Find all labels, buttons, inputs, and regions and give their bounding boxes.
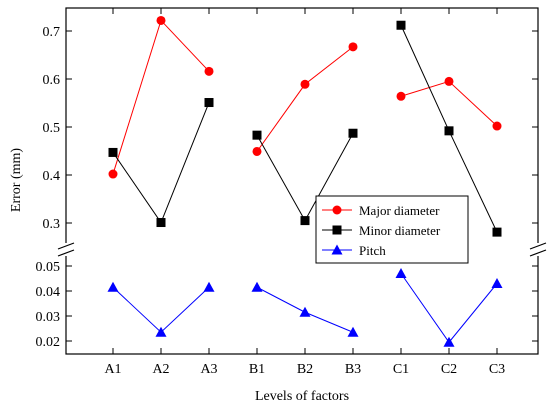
data-point-major-diameter [108, 169, 118, 179]
x-tick-label: B1 [249, 362, 265, 377]
x-tick-label: C2 [441, 362, 457, 377]
x-tick-label: A1 [104, 362, 121, 377]
series-layer [107, 15, 503, 347]
data-point-major-diameter [492, 121, 502, 131]
data-point-pitch [347, 326, 359, 337]
x-tick-label: C3 [489, 362, 505, 377]
y-tick-label: 0.6 [43, 73, 61, 88]
series-line-major-diameter [400, 80, 498, 127]
y-tick-label: 0.02 [36, 335, 61, 350]
series-line-major-diameter [112, 19, 210, 175]
data-point-major-diameter [204, 66, 214, 76]
x-tick-label: A3 [200, 362, 217, 377]
ticks-layer: 0.3 0.4 0.5 0.6 0.7 0.02 0.03 0.04 0.05 A1 A2 A3 B1 B… [36, 8, 538, 377]
y-axis-title: Error (mm) [9, 148, 24, 212]
series-pitch [107, 268, 503, 347]
legend-marker-square [332, 225, 342, 235]
series-line-minor-diameter [112, 102, 210, 224]
data-point-minor-diameter [204, 98, 214, 108]
legend-marker-triangle [331, 244, 343, 255]
data-point-minor-diameter [396, 20, 406, 30]
data-point-minor-diameter [156, 218, 166, 228]
data-point-minor-diameter [300, 216, 310, 226]
data-point-pitch [251, 281, 263, 292]
y-tick-label: 0.7 [43, 25, 61, 40]
series-line-major-diameter [256, 46, 354, 152]
data-point-major-diameter [444, 76, 454, 86]
x-tick-label: C1 [393, 362, 409, 377]
y-tick-label: 0.05 [36, 260, 61, 275]
y-tick-label: 0.5 [43, 121, 61, 136]
data-point-pitch [443, 336, 455, 347]
y-tick-label: 0.3 [43, 217, 61, 232]
legend-label-major-diameter: Major diameter [359, 203, 440, 218]
y-tick-label: 0.04 [36, 285, 61, 300]
data-point-major-diameter [348, 42, 358, 52]
data-point-minor-diameter [348, 128, 358, 138]
data-point-minor-diameter [492, 227, 502, 237]
data-point-major-diameter [300, 79, 310, 89]
x-tick-label: B3 [345, 362, 361, 377]
x-tick-label: A2 [152, 362, 169, 377]
y-tick-label: 0.4 [43, 169, 61, 184]
legend-item-pitch: Pitch [322, 243, 386, 258]
data-point-pitch [491, 278, 503, 288]
data-point-pitch [299, 306, 311, 317]
legend-item-minor-diameter: Minor diameter [322, 223, 441, 238]
data-point-minor-diameter [252, 130, 262, 140]
data-point-major-diameter [252, 146, 262, 156]
series-line-pitch [112, 286, 210, 333]
data-point-pitch [395, 268, 407, 278]
data-point-pitch [155, 326, 167, 337]
y-tick-label: 0.03 [36, 310, 61, 325]
legend-label-pitch: Pitch [359, 243, 386, 258]
series-line-pitch [400, 273, 498, 344]
axis-break-left [57, 242, 75, 257]
data-point-pitch [107, 281, 119, 292]
legend-label-minor-diameter: Minor diameter [359, 223, 441, 238]
axis-break-right [529, 242, 547, 257]
legend-item-major-diameter: Major diameter [322, 203, 440, 218]
series-minor-diameter [108, 20, 502, 237]
legend: Major diameter Minor diameter Pitch [315, 195, 469, 264]
data-point-minor-diameter [444, 126, 454, 136]
x-axis-title: Levels of factors [255, 389, 349, 404]
legend-marker-circle [332, 205, 342, 215]
data-point-major-diameter [156, 15, 166, 25]
data-point-minor-diameter [108, 147, 118, 157]
plot-frame [65, 7, 539, 355]
x-tick-label: B2 [297, 362, 313, 377]
series-major-diameter [108, 15, 502, 179]
data-point-major-diameter [396, 91, 406, 101]
data-point-pitch [203, 281, 215, 292]
